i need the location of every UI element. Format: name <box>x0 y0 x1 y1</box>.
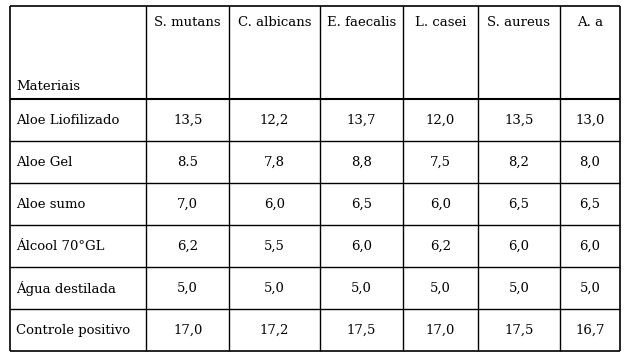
Text: L. casei: L. casei <box>415 16 466 29</box>
Text: Água destilada: Água destilada <box>16 281 116 296</box>
Text: 6,5: 6,5 <box>579 197 601 211</box>
Text: 13,0: 13,0 <box>576 114 604 127</box>
Text: 5,0: 5,0 <box>351 282 372 295</box>
Text: 6,5: 6,5 <box>351 197 372 211</box>
Text: 5,5: 5,5 <box>264 240 285 252</box>
Text: 6,5: 6,5 <box>508 197 529 211</box>
Text: 8,0: 8,0 <box>579 156 601 169</box>
Text: 6,0: 6,0 <box>579 240 601 252</box>
Text: 13,7: 13,7 <box>347 114 376 127</box>
Text: 12,0: 12,0 <box>426 114 455 127</box>
Text: 17,5: 17,5 <box>504 323 534 337</box>
Text: 7,0: 7,0 <box>177 197 198 211</box>
Text: 6,2: 6,2 <box>430 240 451 252</box>
Text: 17,5: 17,5 <box>347 323 376 337</box>
Text: 5,0: 5,0 <box>579 282 601 295</box>
Text: Aloe sumo: Aloe sumo <box>16 197 85 211</box>
Text: 13,5: 13,5 <box>504 114 534 127</box>
Text: 8,2: 8,2 <box>508 156 529 169</box>
Text: E. faecalis: E. faecalis <box>327 16 396 29</box>
Text: Aloe Gel: Aloe Gel <box>16 156 72 169</box>
Text: 16,7: 16,7 <box>575 323 604 337</box>
Text: Álcool 70°GL: Álcool 70°GL <box>16 240 105 252</box>
Text: 7,5: 7,5 <box>430 156 451 169</box>
Text: Materiais: Materiais <box>16 80 80 93</box>
Text: 6,0: 6,0 <box>351 240 372 252</box>
Text: 17,0: 17,0 <box>426 323 455 337</box>
Text: 6,0: 6,0 <box>508 240 529 252</box>
Text: C. albicans: C. albicans <box>238 16 311 29</box>
Text: Controle positivo: Controle positivo <box>16 323 130 337</box>
Text: 6,0: 6,0 <box>264 197 285 211</box>
Text: Aloe Liofilizado: Aloe Liofilizado <box>16 114 119 127</box>
Text: 6,2: 6,2 <box>177 240 198 252</box>
Text: 6,0: 6,0 <box>430 197 451 211</box>
Text: 5,0: 5,0 <box>508 282 529 295</box>
Text: 5,0: 5,0 <box>430 282 451 295</box>
Text: S. mutans: S. mutans <box>154 16 221 29</box>
Text: 5,0: 5,0 <box>177 282 198 295</box>
Text: 5,0: 5,0 <box>264 282 285 295</box>
Text: 17,2: 17,2 <box>260 323 289 337</box>
Text: 17,0: 17,0 <box>173 323 203 337</box>
Text: 8.5: 8.5 <box>177 156 198 169</box>
Text: S. aureus: S. aureus <box>487 16 551 29</box>
Text: 12,2: 12,2 <box>260 114 289 127</box>
Text: 8,8: 8,8 <box>351 156 372 169</box>
Text: 13,5: 13,5 <box>173 114 203 127</box>
Text: 7,8: 7,8 <box>264 156 285 169</box>
Text: A. a: A. a <box>577 16 603 29</box>
